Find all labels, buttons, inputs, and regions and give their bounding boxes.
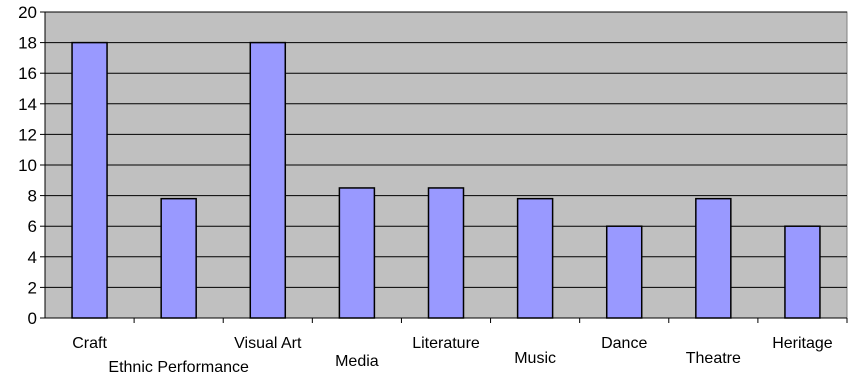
x-category-label: Craft xyxy=(72,335,107,352)
y-tick-label: 8 xyxy=(28,187,37,206)
bar xyxy=(160,197,197,319)
y-tick-label: 16 xyxy=(18,64,37,83)
y-tick-label: 18 xyxy=(18,34,37,53)
y-tick-label: 10 xyxy=(18,156,37,175)
x-category-label: Literature xyxy=(412,335,480,352)
x-category-label: Theatre xyxy=(686,350,741,367)
bar xyxy=(71,41,108,319)
y-tick-label: 14 xyxy=(18,95,37,114)
bar xyxy=(338,187,376,319)
y-tick-label: 6 xyxy=(28,217,37,236)
bar xyxy=(695,197,732,319)
bar xyxy=(427,187,465,319)
bar xyxy=(605,225,643,319)
bars xyxy=(71,41,821,319)
y-tick-label: 0 xyxy=(28,309,37,328)
y-tick-label: 4 xyxy=(28,248,37,267)
x-category-label: Heritage xyxy=(772,335,833,352)
bar xyxy=(249,41,287,319)
x-category-label: Ethnic Performance xyxy=(108,359,249,374)
x-category-label: Dance xyxy=(601,335,647,352)
bar xyxy=(516,197,554,319)
y-tick-label: 20 xyxy=(18,3,37,22)
y-tick-label: 12 xyxy=(18,125,37,144)
y-tick-label: 2 xyxy=(28,278,37,297)
x-category-label: Music xyxy=(514,350,556,367)
x-category-label: Visual Art xyxy=(234,335,302,352)
bar xyxy=(784,225,821,319)
y-axis-ticks: 0 2 4 6 8 10 12 14 16 18 20 xyxy=(18,3,45,328)
x-category-label: Media xyxy=(335,353,379,370)
